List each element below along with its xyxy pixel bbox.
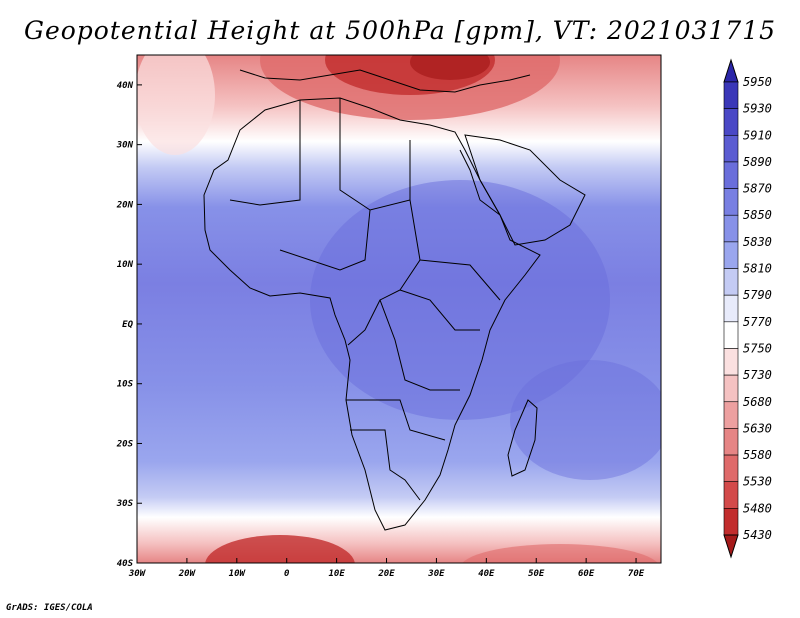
- colorbar-swatch: [723, 268, 739, 296]
- colorbar-swatch: [723, 214, 739, 243]
- colorbar-swatch: [723, 321, 739, 349]
- colorbar-level-label: 5730: [743, 368, 772, 382]
- x-tick-label: 50E: [528, 569, 545, 579]
- colorbar-level-label: 5950: [743, 75, 772, 89]
- map-title: Geopotential Height at 500hPa [gpm], VT:…: [23, 16, 777, 45]
- colorbar-level-label: 5580: [743, 448, 772, 462]
- colorbar-swatch: [723, 294, 739, 323]
- colorbar-swatch: [723, 481, 739, 509]
- colorbar-swatch: [723, 188, 739, 216]
- colorbar-level-label: 5850: [743, 208, 772, 222]
- colorbar-level-label: 5830: [743, 235, 772, 249]
- plot-frame: [136, 54, 662, 564]
- height-field: [137, 55, 661, 563]
- y-tick-label: 20S: [116, 439, 134, 449]
- y-tick-label: 10S: [117, 380, 134, 390]
- x-tick-label: 30E: [427, 569, 445, 579]
- y-tick-label: 10N: [117, 260, 134, 270]
- y-tick-label: 20N: [116, 200, 134, 210]
- colorbar-swatch: [723, 348, 739, 376]
- grads-credit: GrADS: IGES/COLA: [6, 603, 93, 613]
- colorbar-level-label: 5770: [743, 315, 772, 329]
- y-tick-label: 30N: [116, 141, 134, 151]
- colorbar-level-label: 5630: [743, 421, 772, 435]
- y-tick-label: 30S: [116, 499, 134, 509]
- colorbar-level-label: 5530: [743, 475, 772, 489]
- colorbar-swatch: [723, 108, 739, 136]
- x-tick-label: 10E: [328, 569, 345, 579]
- x-tick-label: 40E: [478, 569, 495, 579]
- colorbar-swatch: [723, 81, 739, 109]
- x-tick-label: 20W: [178, 569, 197, 579]
- colorbar-level-label: 5750: [743, 341, 772, 355]
- colorbar-swatch: [723, 134, 739, 163]
- y-tick-label: EQ: [122, 320, 133, 330]
- colorbar-level-label: 5870: [743, 182, 772, 196]
- x-tick-label: 20E: [377, 569, 395, 579]
- colorbar-level-label: 5810: [743, 262, 772, 276]
- colorbar-level-label: 5480: [743, 501, 772, 515]
- x-tick-label: 30W: [128, 569, 147, 579]
- colorbar-level-label: 5930: [743, 102, 772, 116]
- colorbar-level-label: 5680: [743, 395, 772, 409]
- y-tick-label: 40N: [117, 81, 134, 91]
- colorbar-level-label: 5790: [743, 288, 772, 302]
- x-tick-label: 10W: [229, 569, 247, 579]
- x-tick-label: 60E: [578, 569, 595, 579]
- colorbar-swatch: [723, 508, 739, 536]
- x-axis-ticks: 30W 20W 10W 0 10E 20E 30E 40E 50E 60E 70E: [128, 558, 645, 579]
- y-axis-ticks: 40N 30N 20N 10N EQ 10S 20S 30S 40S: [116, 81, 142, 569]
- y-tick-label: 40S: [117, 559, 134, 569]
- x-tick-label: 0: [284, 569, 290, 579]
- colorbar-level-label: 5910: [743, 128, 772, 142]
- colorbar-swatch: [723, 454, 739, 483]
- colorbar-swatch: [723, 428, 739, 456]
- colorbar-bottom-arrow: [723, 534, 739, 559]
- x-tick-label: 70E: [628, 569, 645, 579]
- colorbar-swatch: [723, 401, 739, 429]
- colorbar-swatch: [723, 241, 739, 269]
- country-borders: [203, 69, 586, 531]
- colorbar-swatch: [723, 374, 739, 403]
- colorbar-swatch: [723, 161, 739, 189]
- colorbar: 5950 5930 5910 5890 5870 5850 5830 5810 5790 5770…: [723, 58, 772, 559]
- colorbar-top-arrow: [723, 58, 739, 83]
- colorbar-level-label: 5430: [743, 528, 772, 542]
- colorbar-level-label: 5890: [743, 155, 772, 169]
